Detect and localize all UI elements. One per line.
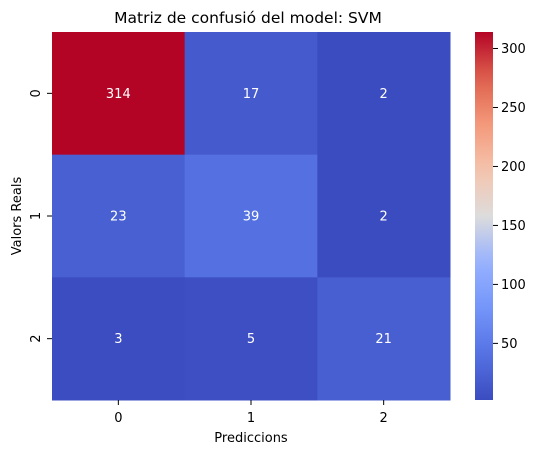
- cell-value-label: 2: [380, 87, 388, 102]
- cell-value-label: 314: [106, 87, 131, 102]
- heatmap-cells: [52, 32, 451, 401]
- x-axis-label: Prediccions: [214, 431, 288, 446]
- colorbar-tick-label: 300: [501, 42, 526, 57]
- colorbar-tick-label: 50: [501, 337, 518, 352]
- heatmap-cell: [184, 32, 318, 156]
- y-tick-label: 2: [29, 335, 44, 343]
- heatmap-cell: [52, 154, 186, 278]
- cell-value-label: 2: [380, 210, 388, 225]
- cell-value-label: 39: [243, 210, 260, 225]
- heatmap-cell: [52, 32, 186, 156]
- heatmap-cell: [317, 154, 451, 278]
- heatmap-cell: [317, 32, 451, 156]
- colorbar-tick-label: 200: [501, 160, 526, 175]
- colorbar-ticks: 50 100 150 200 250 300: [493, 42, 526, 352]
- colorbar: [475, 32, 493, 400]
- cell-value-label: 21: [375, 332, 392, 347]
- colorbar-tick-label: 150: [501, 219, 526, 234]
- heatmap-cell: [52, 277, 186, 401]
- x-tick-label: 2: [380, 411, 388, 426]
- y-tick-label: 0: [29, 89, 44, 97]
- x-axis-ticks: 0 1 2: [114, 400, 388, 426]
- chart-title: Matriz de confusió del model: SVM: [114, 9, 382, 27]
- y-tick-label: 1: [29, 212, 44, 220]
- cell-value-label: 17: [243, 87, 260, 102]
- x-tick-label: 0: [114, 411, 122, 426]
- heatmap-cell: [184, 154, 318, 278]
- cell-value-label: 5: [247, 332, 255, 347]
- colorbar-tick-label: 100: [501, 278, 526, 293]
- x-tick-label: 1: [247, 411, 255, 426]
- y-axis-label: Valors Reals: [10, 177, 25, 256]
- heatmap-cell: [184, 277, 318, 401]
- cell-value-label: 3: [114, 332, 122, 347]
- heatmap-cell: [317, 277, 451, 401]
- cell-value-label: 23: [110, 210, 127, 225]
- colorbar-tick-label: 250: [501, 101, 526, 116]
- heatmap-cell-labels: 314 17 223 39 23 5 21: [106, 87, 392, 347]
- y-axis-ticks: 0 1 2: [29, 89, 52, 343]
